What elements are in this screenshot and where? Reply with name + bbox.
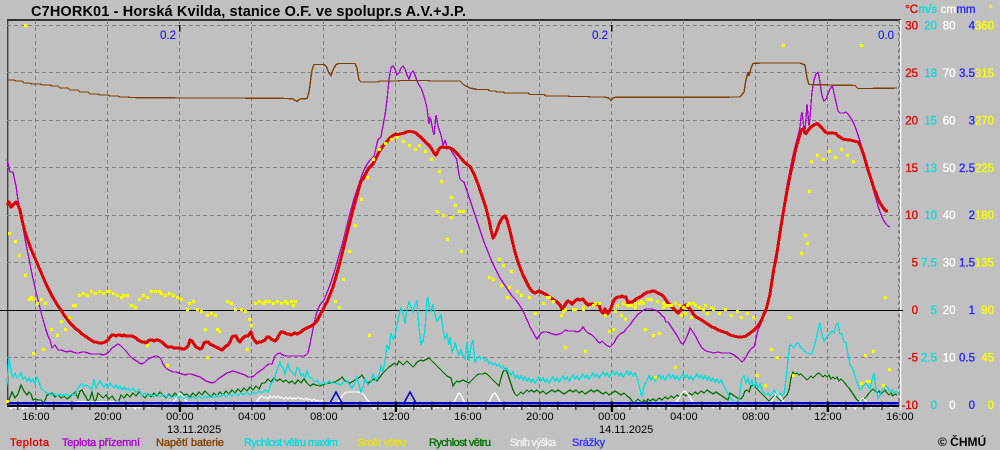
svg-text:0.0: 0.0 <box>878 30 894 42</box>
svg-text:Směr větru: Směr větru <box>357 437 406 449</box>
svg-text:45: 45 <box>981 353 994 365</box>
svg-text:00:00: 00:00 <box>166 411 194 423</box>
svg-text:30: 30 <box>905 20 918 32</box>
svg-text:°C: °C <box>905 4 918 16</box>
svg-text:Rychlost větru maxim: Rychlost větru maxim <box>244 437 338 449</box>
svg-text:20: 20 <box>905 115 918 127</box>
svg-text:30: 30 <box>943 258 956 270</box>
svg-text:°: ° <box>988 4 993 16</box>
svg-text:1: 1 <box>969 305 975 317</box>
svg-text:0: 0 <box>988 400 994 412</box>
svg-text:60: 60 <box>943 115 956 127</box>
svg-text:Sníh výška: Sníh výška <box>510 437 557 449</box>
svg-text:10: 10 <box>905 210 918 222</box>
svg-text:315: 315 <box>975 68 994 80</box>
svg-text:20: 20 <box>924 20 937 32</box>
svg-text:5: 5 <box>931 305 937 317</box>
svg-text:20:00: 20:00 <box>526 411 554 423</box>
svg-text:70: 70 <box>943 68 956 80</box>
svg-text:00:00: 00:00 <box>598 411 626 423</box>
svg-text:3: 3 <box>969 115 975 127</box>
svg-text:360: 360 <box>975 20 994 32</box>
svg-text:80: 80 <box>943 20 956 32</box>
svg-text:15: 15 <box>905 163 918 175</box>
svg-text:40: 40 <box>943 210 956 222</box>
svg-text:135: 135 <box>975 258 994 270</box>
svg-text:3.5: 3.5 <box>959 68 975 80</box>
svg-text:m/s: m/s <box>918 4 937 16</box>
svg-text:mm: mm <box>956 4 975 16</box>
svg-text:08:00: 08:00 <box>742 411 770 423</box>
svg-text:2.5: 2.5 <box>921 353 937 365</box>
svg-text:14.11.2025: 14.11.2025 <box>599 424 653 436</box>
svg-text:13.11.2025: 13.11.2025 <box>167 424 221 436</box>
svg-text:0.5: 0.5 <box>959 353 975 365</box>
svg-text:10: 10 <box>924 210 937 222</box>
svg-text:5: 5 <box>912 258 918 270</box>
svg-text:7.5: 7.5 <box>921 258 937 270</box>
svg-text:Rychlost větru: Rychlost větru <box>429 437 491 449</box>
svg-text:20: 20 <box>943 305 956 317</box>
svg-text:2.5: 2.5 <box>959 163 975 175</box>
svg-text:50: 50 <box>943 163 956 175</box>
svg-text:16:00: 16:00 <box>22 411 50 423</box>
svg-text:10: 10 <box>943 353 956 365</box>
svg-text:Teplota přízemní: Teplota přízemní <box>62 437 140 449</box>
svg-text:04:00: 04:00 <box>238 411 266 423</box>
svg-text:18: 18 <box>924 68 937 80</box>
svg-text:0: 0 <box>912 305 918 317</box>
svg-text:1.5: 1.5 <box>959 258 975 270</box>
svg-text:04:00: 04:00 <box>670 411 698 423</box>
svg-text:4: 4 <box>969 20 976 32</box>
svg-text:20:00: 20:00 <box>94 411 122 423</box>
svg-text:16:00: 16:00 <box>454 411 482 423</box>
svg-text:0: 0 <box>949 400 955 412</box>
svg-text:90: 90 <box>981 305 994 317</box>
svg-text:270: 270 <box>975 115 994 127</box>
svg-text:12:00: 12:00 <box>382 411 410 423</box>
svg-text:C7HORK01 - Horská Kvilda, stan: C7HORK01 - Horská Kvilda, stanice O.F. v… <box>31 4 466 20</box>
svg-text:cm: cm <box>941 4 956 16</box>
svg-text:0.2: 0.2 <box>160 30 176 42</box>
svg-text:15: 15 <box>924 115 937 127</box>
svg-text:0: 0 <box>969 400 975 412</box>
svg-text:25: 25 <box>905 68 918 80</box>
svg-text:225: 225 <box>975 163 994 175</box>
svg-text:16:00: 16:00 <box>886 411 914 423</box>
svg-text:-5: -5 <box>908 353 918 365</box>
svg-text:© ČHMÚ: © ČHMÚ <box>938 434 986 449</box>
svg-text:Teplota: Teplota <box>10 437 50 449</box>
svg-text:0: 0 <box>931 400 937 412</box>
svg-text:2: 2 <box>969 210 975 222</box>
svg-text:-10: -10 <box>901 400 918 412</box>
svg-text:Napětí baterie: Napětí baterie <box>156 437 224 449</box>
svg-text:08:00: 08:00 <box>310 411 338 423</box>
svg-text:12:00: 12:00 <box>814 411 842 423</box>
svg-text:180: 180 <box>975 210 994 222</box>
svg-text:0.2: 0.2 <box>592 30 608 42</box>
svg-text:Srážky: Srážky <box>572 437 606 449</box>
svg-text:13: 13 <box>924 163 937 175</box>
